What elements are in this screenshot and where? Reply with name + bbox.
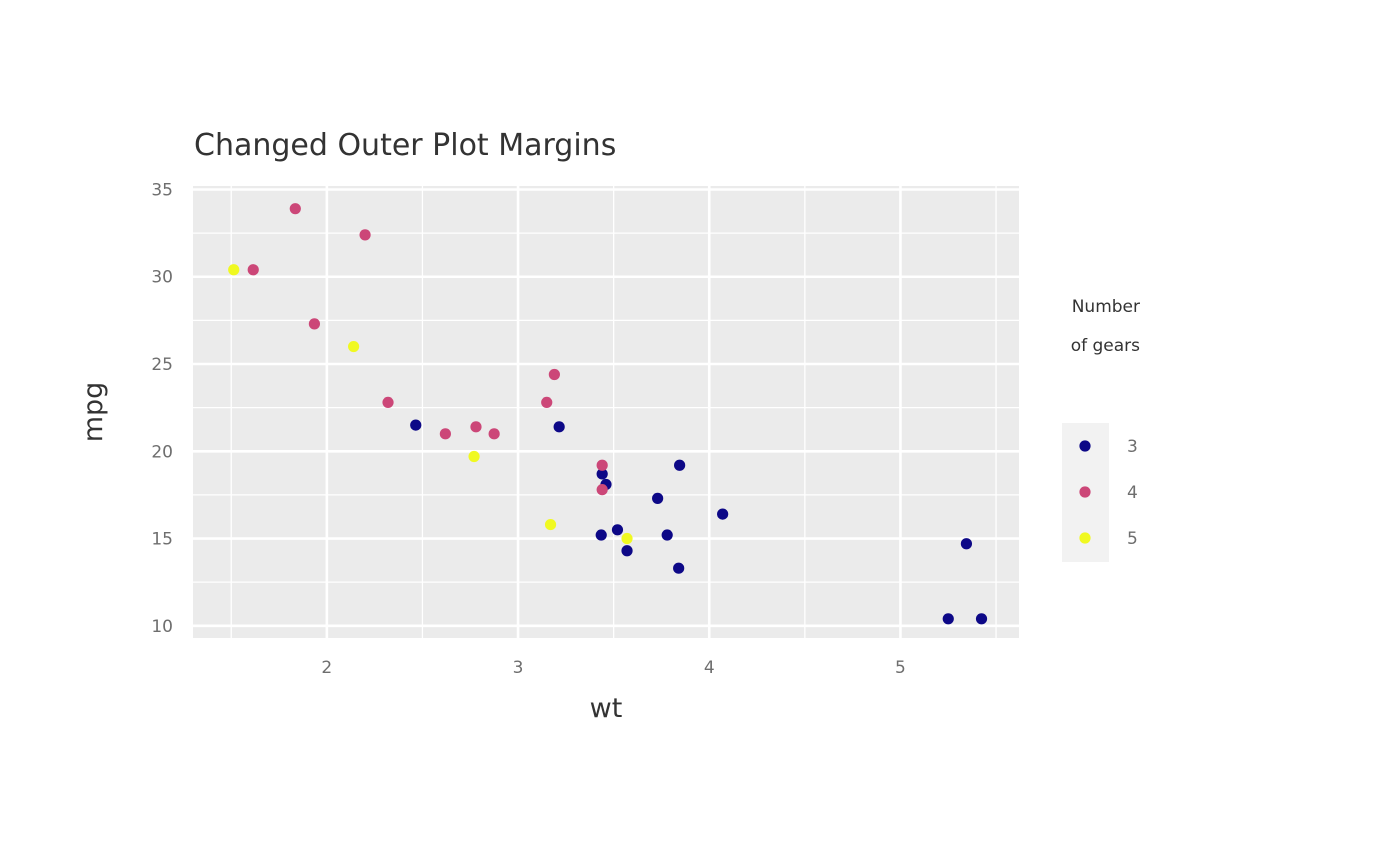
- data-point-gear-4: [470, 421, 482, 433]
- data-point-gear-3: [661, 529, 673, 541]
- data-point-gear-4: [541, 396, 553, 409]
- x-axis-ticks: 2 3 4 5: [321, 658, 905, 678]
- data-point-gear-3: [611, 524, 624, 536]
- data-point-gear-5: [544, 518, 557, 531]
- data-point-gear-3: [596, 468, 608, 480]
- data-point-gear-4: [289, 203, 301, 215]
- data-point-gear-4: [247, 264, 259, 276]
- y-tick-label: 35: [151, 180, 173, 200]
- y-tick-label: 30: [151, 268, 173, 288]
- legend-key-5: [1079, 532, 1091, 544]
- y-tick-label: 15: [151, 530, 173, 550]
- y-tick-label: 10: [151, 617, 173, 637]
- x-tick-label: 4: [704, 658, 715, 678]
- data-point-gear-3: [553, 421, 565, 433]
- data-point-gear-5: [621, 532, 633, 545]
- plot-panel: [193, 186, 1019, 638]
- x-tick-label: 3: [513, 658, 524, 678]
- data-point-gear-4: [596, 484, 608, 496]
- data-point-gear-5: [468, 450, 480, 463]
- data-point-gear-4: [548, 368, 560, 381]
- y-axis-title: mpg: [78, 382, 109, 443]
- data-point-gear-3: [674, 459, 686, 471]
- x-tick-label: 5: [895, 658, 906, 678]
- chart-title: Changed Outer Plot Margins: [194, 128, 616, 163]
- legend-label-4: 4: [1127, 483, 1138, 503]
- legend-title-line-2: of gears: [1071, 336, 1140, 356]
- data-point-gear-3: [717, 508, 729, 520]
- legend-key-4: [1079, 486, 1091, 498]
- legend-title-line-1: Number: [1072, 297, 1140, 317]
- data-point-gear-3: [595, 529, 607, 541]
- legend-key-3: [1079, 440, 1091, 452]
- data-point-gear-4: [596, 459, 608, 471]
- data-point-gear-4: [308, 318, 321, 330]
- y-tick-label: 25: [151, 355, 173, 375]
- data-point-gear-3: [652, 492, 664, 504]
- y-tick-label: 20: [151, 442, 173, 462]
- x-axis-title: wt: [590, 693, 623, 724]
- data-point-gear-3: [942, 613, 954, 625]
- legend: Number of gears 3 4 5: [1062, 297, 1140, 562]
- data-points: [228, 203, 988, 625]
- data-point-gear-4: [359, 229, 371, 241]
- legend-label-5: 5: [1127, 529, 1138, 549]
- data-point-gear-3: [975, 613, 988, 625]
- data-point-gear-3: [960, 538, 973, 550]
- data-point-gear-3: [621, 545, 633, 557]
- data-point-gear-3: [410, 419, 422, 431]
- grid-lines: [193, 186, 1019, 638]
- data-point-gear-4: [488, 428, 500, 440]
- data-point-gear-4: [382, 396, 394, 409]
- data-point-gear-5: [228, 264, 240, 276]
- data-point-gear-4: [439, 428, 451, 440]
- x-tick-label: 2: [321, 658, 332, 678]
- legend-label-3: 3: [1127, 437, 1138, 457]
- data-point-gear-5: [348, 340, 360, 353]
- data-point-gear-3: [673, 562, 685, 574]
- y-axis-ticks: 10 15 20 25 30 35: [151, 180, 173, 636]
